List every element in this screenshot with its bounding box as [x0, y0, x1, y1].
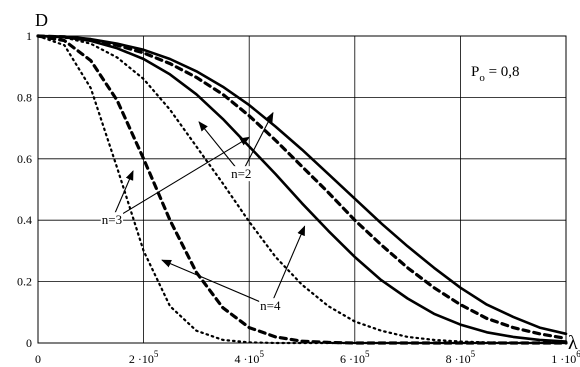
arrow-n2-2	[240, 111, 274, 175]
series-line-4	[36, 34, 568, 345]
y-axis-label: D	[35, 10, 48, 30]
annotation-arrows: n=2 n=3 n=4	[100, 111, 306, 314]
x-tick-label-3: 6 ·105	[340, 349, 370, 366]
param-base: P	[471, 64, 479, 80]
curve-label-n3: n=3	[102, 212, 122, 227]
arrow-n3-1	[111, 170, 134, 221]
curve-label-bg-2	[259, 298, 282, 314]
y-tick-label-4: 0.8	[17, 90, 32, 104]
y-tick-label-1: 0.2	[17, 275, 32, 289]
plot-frame	[37, 35, 567, 344]
curve-label-n4: n=4	[260, 298, 281, 313]
series-line-5	[36, 34, 568, 345]
tick-labels: 0 0.2 0.4 0.6 0.8 1 0 2 ·105 4 ·105 6 ·105 8 ·105 1…	[17, 29, 580, 366]
x-tick-label-4: 8 ·105	[446, 349, 476, 366]
grid	[37, 35, 567, 344]
series-line-6	[36, 34, 568, 345]
curve-label-bg-1	[100, 212, 124, 228]
curve-label-bg-0	[230, 166, 253, 182]
x-tick-label-5: 1 ·106	[551, 349, 580, 366]
x-tick-label-0: 0	[35, 352, 41, 366]
y-tick-label-0: 0	[26, 336, 32, 350]
series-line-2	[36, 34, 568, 340]
arrow-n4-1	[161, 259, 271, 307]
series-line-3	[36, 34, 568, 343]
arrow-n3-2	[111, 136, 251, 221]
param-subscript: o	[479, 72, 485, 84]
y-tick-label-2: 0.4	[17, 213, 32, 227]
param-value: = 0,8	[485, 64, 520, 80]
curve-label-n2: n=2	[231, 166, 251, 181]
series-lines	[36, 34, 568, 345]
x-tick-label-2: 4 ·105	[234, 349, 264, 366]
y-tick-label-5: 1	[26, 29, 32, 43]
series-line-1	[36, 34, 568, 336]
y-tick-label-3: 0.6	[17, 152, 32, 166]
arrow-n2-1	[198, 121, 242, 175]
arrow-n4-2	[269, 225, 306, 307]
x-tick-label-1: 2 ·105	[129, 349, 159, 366]
parameter-annotation: Po = 0,8	[471, 64, 520, 84]
x-axis-label: λ	[568, 332, 578, 354]
